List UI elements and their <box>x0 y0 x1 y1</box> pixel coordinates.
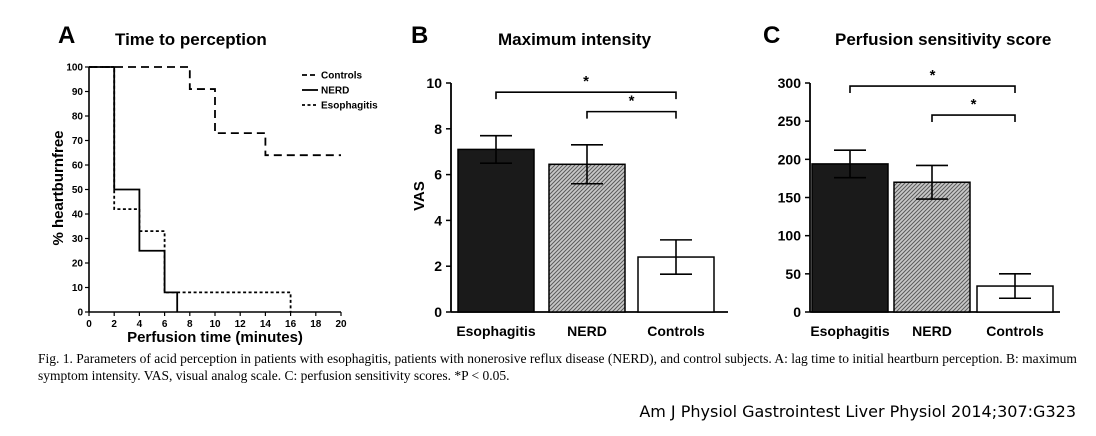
panel-c-bars <box>811 149 1054 313</box>
panel-c-ytick-label: 250 <box>778 113 802 129</box>
panel-a-xtick-label: 0 <box>86 319 92 330</box>
panel-c-ytick-label: 50 <box>785 266 801 282</box>
panel-a-ytick-label: 10 <box>72 283 84 294</box>
panel-b-ylabel: VAS <box>411 181 428 211</box>
panel-a-ytick-label: 70 <box>72 136 84 147</box>
panel-a-letter: A <box>58 22 75 49</box>
panel-c-letter: C <box>763 22 780 49</box>
panel-b-category-label: Controls <box>647 323 705 339</box>
panel-c-significance-star: * <box>971 96 977 113</box>
panel-b-ytick-label: 10 <box>426 75 442 91</box>
panel-a-ticks: 0 10 20 30 40 50 60 70 80 90 100 0 2 4 6 8 10 12 14 16 18 20 <box>66 63 347 331</box>
panel-a-title: Time to perception <box>115 30 267 49</box>
panel-b-ticks: 0 2 4 6 8 10 <box>426 75 451 320</box>
panel-c-category-label: Esophagitis <box>810 323 890 339</box>
panel-c-categories: Esophagitis NERD Controls <box>810 323 1044 339</box>
panel-a: A Time to perception 0102030405060708090… <box>50 22 378 346</box>
panel-c-ytick-label: 200 <box>778 151 802 167</box>
panel-a-xtick-label: 4 <box>137 319 143 330</box>
panel-c-category-label: Controls <box>986 323 1044 339</box>
panel-c: C Perfusion sensitivity score 0 50 100 150 2… <box>763 22 1060 339</box>
panel-c-significance-bracket <box>931 114 1016 123</box>
panel-c-ytick-label: 0 <box>793 304 801 320</box>
panel-a-series-controls <box>89 66 341 157</box>
panel-b-ytick-label: 8 <box>434 121 442 137</box>
panel-a-xtick-label: 12 <box>235 319 247 330</box>
panel-b-significance: ** <box>495 73 677 119</box>
panel-a-ytick-label: 20 <box>72 259 84 270</box>
panel-b-ytick-label: 2 <box>434 258 442 274</box>
panel-a-series-nerd <box>89 66 179 312</box>
panel-b-bar-nerd <box>548 163 626 313</box>
panel-a-xlabel: Perfusion time (minutes) <box>127 329 303 346</box>
panel-a-ytick-label: 90 <box>72 87 84 98</box>
panel-c-title: Perfusion sensitivity score <box>835 30 1051 49</box>
panel-b-categories: Esophagitis NERD Controls <box>456 323 705 339</box>
panel-c-significance-bracket <box>849 85 1016 94</box>
panel-b-letter: B <box>411 22 428 49</box>
panel-a-legend: Controls NERD Esophagitis <box>302 71 378 112</box>
panel-b-ytick-label: 6 <box>434 167 442 183</box>
panel-b-significance-bracket <box>586 110 677 119</box>
panel-b-significance-star: * <box>629 93 635 110</box>
panel-a-xtick-label: 10 <box>209 319 221 330</box>
panel-c-significance: ** <box>849 67 1016 123</box>
panel-b-significance-bracket <box>495 91 677 100</box>
panel-b-significance-star: * <box>583 73 589 90</box>
panel-b-bars <box>457 134 715 313</box>
panel-a-xtick-label: 6 <box>162 319 168 330</box>
panel-a-ytick-label: 80 <box>72 112 84 123</box>
panel-a-ytick-label: 40 <box>72 210 84 221</box>
panel-b-ytick-label: 0 <box>434 304 442 320</box>
panel-b-ytick-label: 4 <box>434 212 442 228</box>
panel-c-ytick-label: 150 <box>778 190 802 206</box>
panel-c-bar-nerd <box>893 181 971 313</box>
panel-a-ylabel: % heartburnfree <box>50 130 67 245</box>
panel-a-xtick-label: 16 <box>285 319 297 330</box>
panel-a-xtick-label: 20 <box>335 319 347 330</box>
panel-a-xtick-label: 18 <box>310 319 322 330</box>
panel-b-category-label: NERD <box>567 323 607 339</box>
figure-caption: Fig. 1. Parameters of acid perception in… <box>38 351 1077 383</box>
panel-a-legend-label: NERD <box>321 86 349 97</box>
panel-a-xtick-label: 8 <box>187 319 193 330</box>
panel-a-ytick-label: 0 <box>77 308 83 319</box>
panel-a-legend-label: Controls <box>321 71 363 82</box>
panel-a-xtick-label: 14 <box>260 319 272 330</box>
journal-citation: Am J Physiol Gastrointest Liver Physiol … <box>639 402 1076 421</box>
panel-a-ytick-label: 30 <box>72 234 84 245</box>
panel-c-ytick-label: 300 <box>778 75 802 91</box>
figure-canvas: A Time to perception 0102030405060708090… <box>50 22 1060 346</box>
panel-c-ytick-label: 100 <box>778 228 802 244</box>
panel-b-bar-esophagitis <box>457 148 535 313</box>
panel-c-ticks: 0 50 100 150 200 250 300 <box>778 75 810 320</box>
panel-b-category-label: Esophagitis <box>456 323 536 339</box>
panel-c-category-label: NERD <box>912 323 952 339</box>
panel-b-title: Maximum intensity <box>498 30 652 49</box>
panel-c-significance-star: * <box>930 67 936 84</box>
panel-a-series <box>89 66 341 312</box>
panel-c-bar-esophagitis <box>811 163 889 313</box>
panel-a-ytick-label: 100 <box>66 63 83 74</box>
panel-a-ytick-label: 60 <box>72 161 84 172</box>
panel-a-ytick-label: 50 <box>72 185 84 196</box>
panel-a-series-esophagitis <box>89 66 292 312</box>
panel-a-xtick-label: 2 <box>111 319 117 330</box>
panel-a-legend-label: Esophagitis <box>321 101 378 112</box>
